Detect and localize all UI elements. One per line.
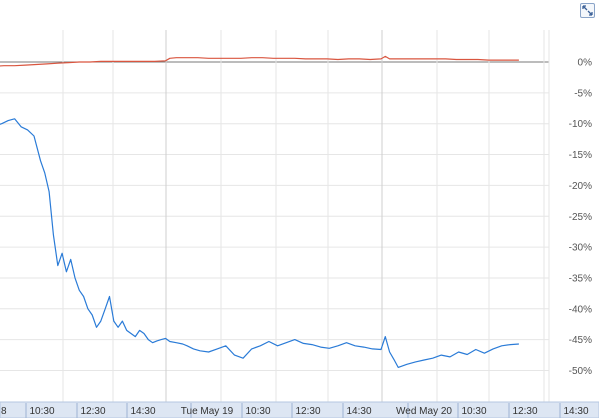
expand-chart-button[interactable] xyxy=(580,3,595,18)
y-tick-label: -10% xyxy=(569,119,592,130)
x-tick-label[interactable]: 10:30 xyxy=(245,406,270,417)
y-tick-label: -20% xyxy=(569,181,592,192)
x-tick-label[interactable]: 14:30 xyxy=(346,406,371,417)
y-tick-label: -50% xyxy=(569,366,592,377)
x-tick-label[interactable]: 10:30 xyxy=(29,406,54,417)
time-axis-bar xyxy=(0,401,599,418)
y-tick-label: -30% xyxy=(569,243,592,254)
chart-series xyxy=(0,55,519,368)
x-axis-labels[interactable]: 8 10:30 12:30 14:30 Tue May 19 10:30 12:30 14:3… xyxy=(0,403,589,418)
x-tick-label[interactable]: Wed May 20 xyxy=(396,406,452,417)
y-tick-label: -45% xyxy=(569,335,592,346)
y-tick-label: 0% xyxy=(578,58,593,69)
chart-grid xyxy=(0,30,550,402)
y-tick-label: -15% xyxy=(569,150,592,161)
y-tick-label: -40% xyxy=(569,304,592,315)
x-tick-label[interactable]: 12:30 xyxy=(295,406,320,417)
y-tick-label: -35% xyxy=(569,273,592,284)
x-tick-label[interactable]: 14:30 xyxy=(563,406,588,417)
expand-arrows-icon xyxy=(582,5,593,16)
x-tick-label[interactable]: 14:30 xyxy=(130,406,155,417)
x-tick-label[interactable]: Tue May 19 xyxy=(181,406,234,417)
x-tick-label[interactable]: 8 xyxy=(1,406,7,417)
x-tick-label[interactable]: 10:30 xyxy=(461,406,486,417)
x-tick-label[interactable]: 12:30 xyxy=(80,406,105,417)
y-tick-label: -25% xyxy=(569,212,592,223)
y-axis-labels: 0% -5% -10% -15% -20% -25% -30% -35% -40% -45% -50… xyxy=(569,58,592,378)
series-line-red[interactable] xyxy=(0,55,519,67)
y-tick-label: -5% xyxy=(574,88,592,99)
series-line-blue[interactable] xyxy=(0,114,519,368)
x-tick-label[interactable]: 12:30 xyxy=(512,406,537,417)
